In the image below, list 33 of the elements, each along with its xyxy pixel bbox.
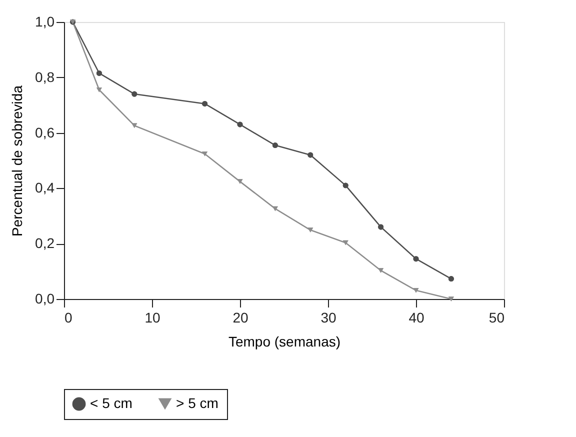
point xyxy=(413,256,419,262)
point xyxy=(272,142,278,148)
point xyxy=(342,240,348,246)
point xyxy=(308,152,314,158)
x-axis-title: Tempo (semanas) xyxy=(228,334,341,350)
x-tick-label: 0 xyxy=(64,310,72,326)
point xyxy=(342,182,348,188)
point xyxy=(132,91,138,97)
point xyxy=(96,70,102,76)
x-tick-label: 30 xyxy=(320,310,336,326)
y-tick-label: 0,6 xyxy=(35,124,55,140)
x-tick-label: 50 xyxy=(488,310,505,326)
y-axis-title: Percentual de sobrevida xyxy=(9,85,26,236)
legend-label: > 5 cm xyxy=(176,395,218,411)
x-tick-label: 10 xyxy=(144,310,160,326)
y-tick-label: 0,0 xyxy=(35,290,55,306)
point xyxy=(237,122,243,128)
y-tick-label: 0,8 xyxy=(35,68,55,85)
x-tick-label: 40 xyxy=(408,310,424,326)
point xyxy=(202,100,208,106)
point xyxy=(448,296,454,302)
point xyxy=(308,228,314,232)
point xyxy=(132,123,138,128)
y-tick-label: 0,4 xyxy=(35,180,55,196)
point xyxy=(378,224,384,230)
point xyxy=(448,276,454,282)
point xyxy=(202,151,208,156)
y-tick-label: 1,0 xyxy=(35,14,55,30)
point xyxy=(96,87,102,92)
legend-label: < 5 cm xyxy=(90,395,132,411)
y-tick-label: 0,2 xyxy=(35,235,55,252)
x-tick-label: 20 xyxy=(232,310,248,326)
point xyxy=(413,288,419,293)
